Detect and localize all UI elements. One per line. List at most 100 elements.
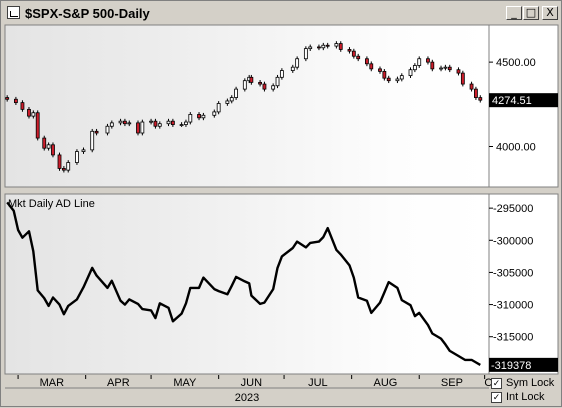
candle-up: [279, 70, 284, 78]
candle-down: [258, 81, 262, 85]
price-pane-background: [5, 25, 489, 187]
candle-up: [408, 69, 413, 77]
candle-up: [395, 78, 400, 82]
candle-up: [184, 121, 188, 125]
ad-last-value-label: -319378: [491, 360, 531, 372]
pane-splitter[interactable]: [5, 188, 558, 193]
time-axis-labels: MAR APR MAY JUN JUL AUG SEP O: [17, 375, 493, 389]
candle-down: [474, 88, 478, 98]
candle-up: [308, 46, 313, 50]
candle-up: [271, 85, 276, 90]
candle-up: [201, 114, 206, 119]
chart-app-icon: [7, 6, 20, 19]
candle-down: [456, 69, 461, 74]
candle-up: [75, 151, 79, 163]
month-label: JUL: [308, 377, 328, 389]
candle-up: [105, 125, 110, 134]
candle-up: [216, 103, 221, 113]
candle-down: [262, 83, 267, 90]
candle-up: [439, 67, 443, 70]
candle-down: [317, 46, 321, 49]
candle-up: [212, 111, 217, 116]
candle-down: [94, 130, 99, 134]
candle-down: [14, 98, 18, 104]
candle-down: [430, 61, 435, 70]
candle-up: [127, 122, 132, 125]
time-axis: [5, 375, 489, 388]
candle-down: [123, 120, 127, 125]
candle-up: [242, 80, 247, 90]
candle-down: [27, 108, 31, 117]
candle-up: [109, 122, 114, 127]
candle-down: [170, 120, 175, 125]
candle-down: [382, 71, 387, 79]
price-last-value-badge: [489, 93, 558, 108]
price-axis-tick-label: 4500.00: [496, 57, 536, 69]
candle-up: [179, 124, 184, 126]
candle-down: [369, 63, 374, 70]
sym-lock-checkbox[interactable]: ✓: [491, 378, 502, 389]
candle-down: [386, 77, 391, 82]
candle-up: [31, 112, 36, 117]
candle-down: [351, 50, 356, 57]
candle-down: [338, 43, 343, 50]
candle-down: [478, 97, 483, 101]
maximize-button[interactable]: □: [523, 6, 539, 20]
ad-axis-tick-label: -300000: [493, 235, 533, 247]
candle-down: [347, 49, 352, 52]
candle-up: [295, 58, 300, 68]
month-label: O: [484, 377, 493, 389]
minimize-button[interactable]: _: [506, 6, 522, 20]
candle-up: [303, 48, 308, 60]
candle-down: [460, 72, 465, 85]
ad-last-value-badge: [489, 357, 558, 372]
int-lock-label: Int Lock: [506, 391, 545, 403]
candle-down: [57, 154, 62, 169]
ad-pane-border: [4, 193, 559, 375]
candle-down: [426, 58, 430, 63]
candle-down: [325, 44, 330, 47]
ad-axis-tick-label: -315000: [493, 332, 533, 344]
candle-down: [61, 168, 66, 171]
candle-up: [229, 97, 234, 102]
int-lock-checkbox[interactable]: ✓: [491, 392, 502, 403]
close-button[interactable]: X: [542, 6, 558, 20]
ad-line-group: [6, 201, 481, 366]
candle-down: [365, 58, 369, 65]
ad-line: [6, 201, 481, 366]
window-title: $SPX-S&P 500-Daily: [25, 6, 150, 21]
ad-axis-background: [489, 194, 558, 374]
candle-down: [447, 66, 452, 71]
candle-up: [90, 130, 95, 151]
candle-up: [334, 43, 339, 47]
candle-down: [35, 112, 40, 139]
sym-lock-label: Sym Lock: [506, 377, 555, 389]
candle-up: [81, 149, 86, 152]
candle-down: [20, 102, 25, 110]
month-label: MAY: [173, 377, 197, 389]
candle-down: [469, 83, 474, 90]
ad-axis: -295000 -300000 -305000 -310000 -315000 -3193…: [489, 203, 558, 372]
title-bar[interactable]: $SPX-S&P 500-Daily _ □ X: [2, 2, 560, 24]
candle-up: [166, 120, 171, 125]
month-label: SEP: [441, 377, 463, 389]
candle-down: [378, 68, 382, 72]
month-label: AUG: [374, 377, 398, 389]
candle-down: [153, 120, 158, 127]
year-label: 2023: [235, 392, 259, 404]
candle-up: [321, 44, 326, 49]
candle-up: [149, 120, 153, 123]
price-candles: [5, 41, 483, 173]
candle-up: [417, 58, 422, 66]
ad-axis-tick-label: -295000: [493, 203, 533, 215]
price-last-value-label: 4274.51: [492, 95, 532, 107]
candle-up: [234, 88, 238, 98]
candle-up: [140, 121, 145, 134]
candle-up: [399, 75, 404, 80]
price-axis: 4000.00 4500.00 4274.51: [489, 57, 558, 154]
month-label: APR: [107, 377, 130, 389]
candle-up: [275, 76, 280, 87]
year-axis: [5, 389, 489, 403]
